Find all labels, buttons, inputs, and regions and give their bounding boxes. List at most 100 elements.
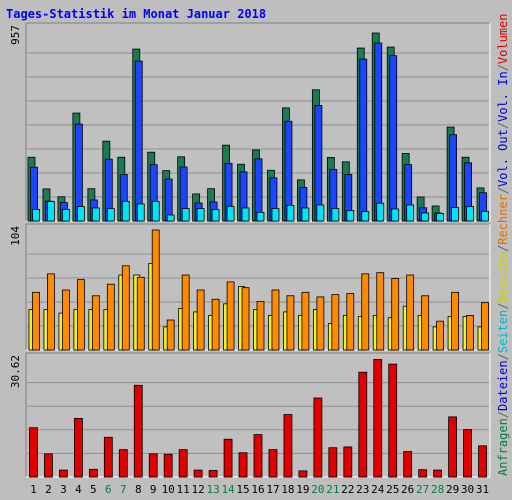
bar-rechner-day-31 [481, 302, 489, 351]
bar-rechner-day-23 [361, 273, 370, 351]
x-label-day-5: 5 [90, 483, 97, 496]
x-label-day-10: 10 [162, 483, 175, 496]
bar-seiten-day-27 [421, 212, 430, 222]
bar-seiten-day-28 [436, 212, 445, 222]
bar-rechner-day-20 [316, 296, 325, 351]
bar-rechner-day-24 [376, 272, 385, 351]
bar-rechner-day-19 [301, 291, 310, 351]
bar-volumen-day-29 [448, 416, 457, 478]
x-label-day-24: 24 [371, 483, 385, 496]
bar-volumen-day-22 [343, 446, 353, 478]
bar-seiten-day-24 [376, 202, 385, 222]
bar-seiten-day-20 [316, 204, 325, 222]
bar-seiten-day-29 [451, 207, 459, 222]
bar-volumen-day-15 [238, 452, 248, 478]
bar-volumen-day-3 [59, 469, 68, 478]
bar-seiten-day-22 [346, 210, 355, 222]
bar-rechner-day-27 [421, 295, 430, 351]
bar-volumen-day-14 [223, 438, 233, 478]
legend-item: Dateien [496, 360, 510, 411]
bar-rechner-day-16 [256, 301, 265, 351]
bar-rechner-day-10 [166, 319, 175, 351]
x-label-day-31: 31 [476, 483, 489, 496]
legend: Anfragen/Dateien/Seiten/Besuche/Rechner/… [496, 14, 510, 476]
x-axis-day-labels: 1 2 3 4 5 6 7 8 9 10 11 12 13 14 15 16 17 18 19 20 21 22 23 24 2… [30, 483, 489, 496]
bar-rechner-day-5 [91, 295, 100, 351]
bar-rechner-day-4 [76, 279, 85, 351]
bar-rechner-day-12 [196, 289, 205, 351]
bar-volumen-day-16 [253, 434, 263, 478]
bar-seiten-day-7 [121, 200, 130, 222]
x-label-day-28: 28 [431, 483, 444, 496]
x-label-day-2: 2 [45, 483, 52, 496]
bar-volumen-day-30 [463, 429, 472, 478]
series-volumen [29, 359, 487, 478]
bar-volumen-day-19 [298, 470, 308, 478]
bar-volumen-day-6 [103, 436, 113, 478]
bar-volumen-day-9 [148, 453, 158, 478]
x-label-day-29: 29 [446, 483, 459, 496]
bar-seiten-day-23 [361, 211, 370, 222]
legend-item: / [496, 303, 510, 310]
bar-seiten-day-18 [286, 204, 295, 222]
bar-rechner-day-7 [121, 265, 130, 351]
x-label-day-15: 15 [236, 483, 249, 496]
y-max-label: 957 [9, 25, 22, 45]
legend-item: Volumen [496, 14, 510, 65]
bar-rechner-day-6 [106, 283, 115, 351]
y-max-label: 104 [9, 226, 22, 246]
bar-seiten-day-30 [466, 206, 474, 222]
bar-seiten-day-5 [91, 207, 100, 222]
bar-rechner-day-1 [32, 291, 40, 351]
bar-rechner-day-28 [436, 320, 445, 351]
legend-item: / [496, 122, 510, 129]
bar-volumen-day-23 [358, 371, 368, 478]
x-label-day-22: 22 [341, 483, 354, 496]
x-label-day-14: 14 [221, 483, 235, 496]
bar-volumen-day-31 [478, 445, 487, 478]
series-seiten [32, 200, 489, 222]
bar-volumen-day-8 [133, 384, 143, 478]
bar-seiten-day-2 [47, 201, 55, 222]
bar-rechner-day-29 [451, 291, 459, 351]
x-label-day-6: 6 [105, 483, 112, 496]
x-label-day-21: 21 [326, 483, 339, 496]
bar-rechner-day-2 [47, 273, 55, 351]
chart-panels: 957 104 30.62 [9, 22, 491, 478]
bar-volumen-day-25 [388, 363, 398, 478]
legend-item: Besuche [496, 252, 510, 303]
x-label-day-18: 18 [281, 483, 294, 496]
bar-seiten-day-3 [62, 208, 70, 222]
legend-item: Seiten [496, 310, 510, 353]
bar-seiten-day-16 [256, 211, 265, 222]
x-label-day-27: 27 [416, 483, 429, 496]
bar-seiten-day-10 [166, 214, 175, 222]
legend-item: Vol. In [496, 71, 510, 122]
bar-seiten-day-19 [301, 207, 310, 222]
bar-volumen-day-27 [418, 469, 428, 478]
bar-seiten-day-14 [226, 205, 235, 222]
bar-volumen-day-18 [283, 414, 293, 478]
legend-item: / [496, 353, 510, 360]
legend-item: / [496, 64, 510, 71]
bar-dateien-day-16 [254, 158, 263, 222]
x-label-day-23: 23 [356, 483, 369, 496]
x-label-day-4: 4 [75, 483, 82, 496]
bar-rechner-day-17 [271, 289, 280, 351]
legend-item: Rechner [496, 194, 510, 245]
series-rechner [32, 229, 489, 351]
legend-item: / [496, 411, 510, 418]
x-label-day-17: 17 [266, 483, 279, 496]
bar-rechner-day-21 [331, 294, 340, 351]
bar-volumen-day-20 [313, 397, 323, 478]
bar-volumen-day-10 [163, 453, 173, 478]
x-label-day-26: 26 [401, 483, 414, 496]
x-label-day-12: 12 [192, 483, 205, 496]
bar-seiten-day-31 [481, 210, 489, 222]
bar-volumen-day-5 [88, 468, 98, 478]
panel-top: 957 [9, 22, 491, 222]
bar-seiten-day-26 [406, 204, 415, 222]
bar-seiten-day-9 [151, 200, 160, 222]
legend-item: / [496, 245, 510, 252]
